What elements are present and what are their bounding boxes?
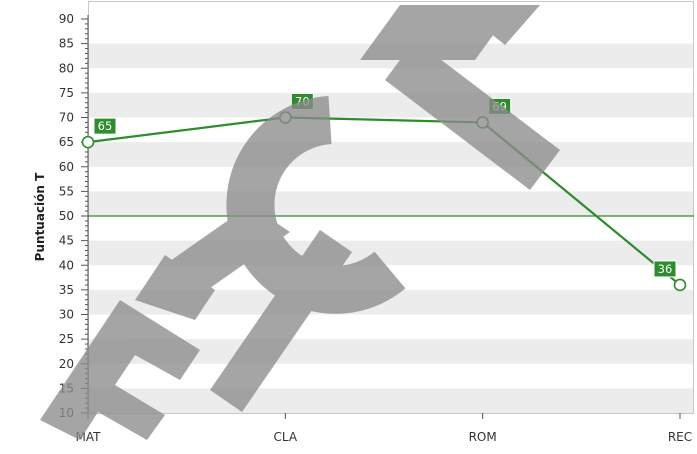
- watermark-logo: [40, 5, 560, 440]
- y-tick-label: 25: [59, 332, 74, 346]
- grid-bands: [88, 43, 694, 413]
- watermark-letter-t-arm: [385, 40, 560, 190]
- grid-band: [88, 92, 694, 118]
- grid-band: [88, 388, 694, 413]
- y-tick-label: 90: [59, 12, 74, 26]
- y-axis-title: Puntuación T: [33, 172, 47, 261]
- watermark-letter-t-cap: [455, 5, 540, 45]
- y-tick-label: 80: [59, 61, 74, 75]
- y-tick-label: 75: [59, 86, 74, 100]
- y-tick-label: 40: [59, 258, 74, 272]
- data-point: [81, 135, 95, 149]
- y-tick-label: 60: [59, 160, 74, 174]
- grid-band: [88, 142, 694, 167]
- y-tick-label: 70: [59, 111, 74, 125]
- data-label: 36: [658, 262, 673, 276]
- data-label: 65: [98, 119, 113, 133]
- x-tick-label: REC: [668, 430, 692, 444]
- y-tick-label: 65: [59, 135, 74, 149]
- watermark-letter-e: [40, 300, 200, 440]
- watermark-letter-c: [226, 96, 406, 314]
- x-tick-label: CLA: [274, 430, 298, 444]
- x-axis: MAT CLA ROM REC: [76, 413, 692, 444]
- y-tick-label: 55: [59, 184, 74, 198]
- data-label-box: [653, 260, 677, 278]
- y-tick-label: 35: [59, 283, 74, 297]
- x-tick-label: ROM: [469, 430, 497, 444]
- y-tick-label: 20: [59, 357, 74, 371]
- y-tick-label: 50: [59, 209, 74, 223]
- watermark-letter-e-top: [135, 255, 215, 320]
- y-tick-label: 30: [59, 308, 74, 322]
- y-tick-label: 85: [59, 37, 74, 51]
- y-tick-label: 45: [59, 234, 74, 248]
- data-point: [673, 278, 687, 292]
- grid-band: [88, 191, 694, 216]
- series-line: [87, 116, 681, 286]
- data-label-box: [93, 117, 117, 135]
